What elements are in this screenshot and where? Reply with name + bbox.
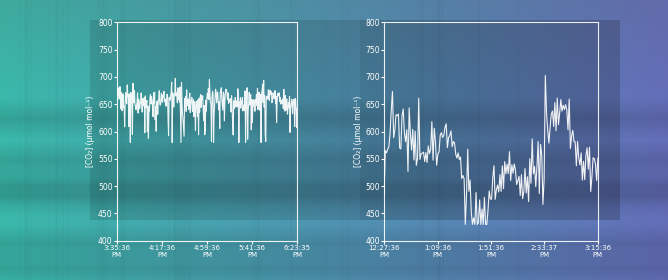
- Y-axis label: [CO₂] (μmol mol⁻¹): [CO₂] (μmol mol⁻¹): [86, 96, 96, 167]
- Y-axis label: [CO₂] (μmol mol⁻¹): [CO₂] (μmol mol⁻¹): [353, 96, 363, 167]
